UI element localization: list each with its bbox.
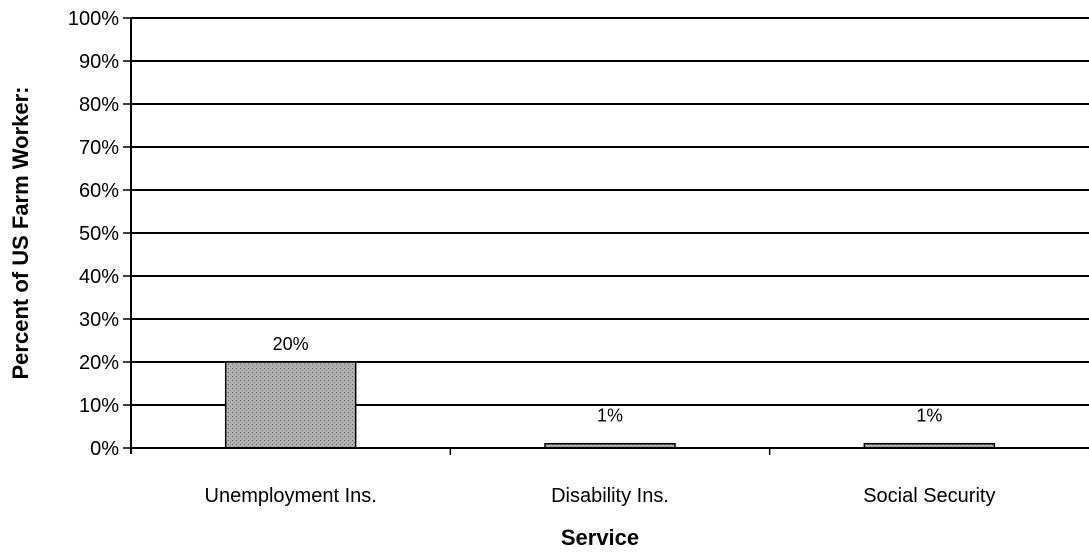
y-axis-title: Percent of US Farm Worker:: [8, 86, 33, 379]
data-label: 1%: [597, 406, 623, 426]
y-tick-label: 90%: [79, 51, 119, 73]
y-tick-label: 60%: [79, 180, 119, 202]
y-tick-label: 80%: [79, 94, 119, 116]
data-label: 1%: [916, 406, 942, 426]
y-tick-label: 0%: [90, 438, 119, 460]
data-label: 20%: [273, 334, 309, 354]
x-axis-title: Service: [561, 525, 639, 550]
y-tick-label: 50%: [79, 223, 119, 245]
x-axis-categories: Unemployment Ins. Disability Ins. Social S…: [205, 448, 995, 507]
y-tick-label: 30%: [79, 309, 119, 331]
x-category-label: Unemployment Ins.: [205, 485, 377, 507]
y-tick-label: 20%: [79, 352, 119, 374]
data-labels: 20% 1% 1%: [273, 334, 943, 426]
y-tick-label: 100%: [68, 8, 119, 30]
x-category-label: Social Security: [863, 485, 995, 507]
y-axis-ticks: 0% 10% 20% 30% 40% 50% 60% 70% 80% 90% 100%: [68, 8, 131, 460]
y-tick-label: 10%: [79, 395, 119, 417]
y-tick-label: 40%: [79, 266, 119, 288]
x-category-label: Disability Ins.: [551, 485, 669, 507]
bar: [224, 361, 357, 449]
y-tick-label: 70%: [79, 137, 119, 159]
bars: [224, 361, 996, 449]
